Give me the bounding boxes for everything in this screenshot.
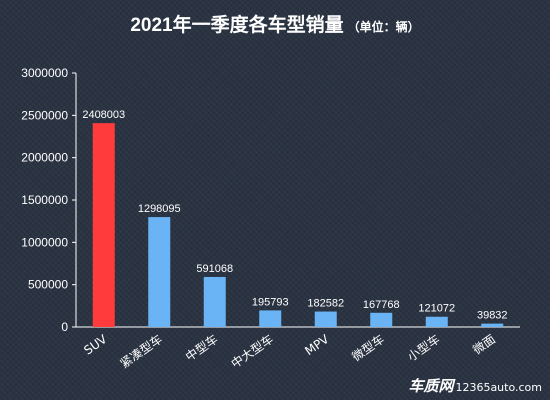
data-label-3: 591068 <box>196 263 233 275</box>
data-labels: 2408003 1298095 591068 195793 182582 167768 12… <box>82 109 507 322</box>
bar-5 <box>314 311 337 327</box>
x-category-label: 小型车 <box>404 331 442 364</box>
bar-8 <box>481 323 504 327</box>
watermark-logo: 车质网 <box>408 377 454 395</box>
x-category-label: 紧凑型车 <box>117 331 165 371</box>
y-tick-label: 1500000 <box>21 193 68 207</box>
x-axis-labels: SUV 紧凑型车 中型车 中大型车 MPV 微型车 小型车 微面 <box>81 331 498 371</box>
x-category-label: 微面 <box>470 332 498 357</box>
data-label-6: 167768 <box>363 299 400 311</box>
data-label-1: 2408003 <box>82 109 125 121</box>
x-category-label: MPV <box>302 332 332 359</box>
watermark-url: 12365auto.com <box>455 381 542 394</box>
data-label-5: 182582 <box>307 298 344 310</box>
bar-2 <box>148 217 171 327</box>
bar-1 <box>92 123 115 328</box>
bar-3 <box>203 276 226 327</box>
bar-4 <box>259 310 282 327</box>
y-tick-label: 1000000 <box>21 235 68 249</box>
chart-title: 2021年一季度各车型销量 <box>130 15 344 36</box>
bar-series <box>92 123 504 328</box>
x-category-label: 微型车 <box>349 331 387 364</box>
chart-axes <box>75 73 520 328</box>
data-label-7: 121072 <box>418 303 455 315</box>
chart-subtitle: （单位：辆） <box>347 20 420 34</box>
x-category-label: SUV <box>81 332 110 358</box>
x-category-label: 中大型车 <box>228 331 276 371</box>
y-tick-label: 2000000 <box>21 151 68 165</box>
y-tick-label: 3000000 <box>21 66 68 80</box>
watermark: 车质网 12365auto.com <box>408 375 542 396</box>
y-tick-label: 0 <box>61 320 68 334</box>
data-label-8: 39832 <box>477 310 508 322</box>
y-tick-label: 500000 <box>28 278 68 292</box>
data-label-2: 1298095 <box>138 203 181 215</box>
y-tick-label: 2500000 <box>21 108 68 122</box>
bar-6 <box>370 312 393 327</box>
data-label-4: 195793 <box>252 296 289 308</box>
chart-title-block: 2021年一季度各车型销量 （单位：辆） <box>0 10 550 37</box>
x-category-label: 中型车 <box>182 331 220 364</box>
y-axis-ticks: 0 500000 1000000 1500000 2000000 2500000 30000… <box>21 66 76 334</box>
bar-7 <box>425 316 448 327</box>
